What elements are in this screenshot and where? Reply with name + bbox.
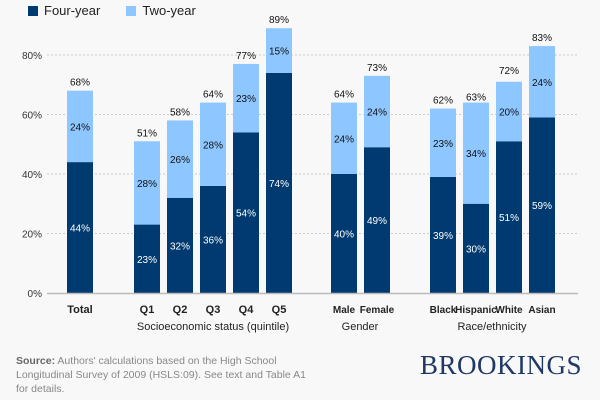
data-label-four-year: 51% xyxy=(499,213,519,224)
data-label-total: 62% xyxy=(433,96,453,107)
data-label-four-year: 74% xyxy=(269,179,289,190)
bar-four-year xyxy=(430,176,456,293)
data-label-total: 72% xyxy=(499,66,519,77)
bar-two-year xyxy=(463,102,489,204)
data-label-two-year: 34% xyxy=(466,149,486,160)
bar-two-year xyxy=(266,28,292,73)
legend-label: Two-year xyxy=(142,3,196,18)
bar-two-year xyxy=(200,102,226,186)
data-label-total: 64% xyxy=(334,90,354,101)
x-tick-label: Asian xyxy=(528,305,555,316)
bar-four-year xyxy=(266,72,292,293)
legend-item-two-year: Two-year xyxy=(126,3,196,18)
group-label: Socioeconomic status (quintile) xyxy=(137,321,289,333)
data-label-total: 63% xyxy=(466,93,486,104)
y-tick-label: 20% xyxy=(22,230,42,241)
x-tick-label: Q3 xyxy=(206,304,221,316)
data-label-total: 73% xyxy=(367,63,387,74)
data-label-total: 77% xyxy=(236,51,256,62)
data-label-two-year: 24% xyxy=(367,108,387,119)
data-label-two-year: 24% xyxy=(70,122,90,133)
data-label-four-year: 39% xyxy=(433,231,453,242)
data-label-total: 51% xyxy=(137,128,157,139)
brookings-logo: BROOKINGS xyxy=(419,350,582,380)
data-label-two-year: 24% xyxy=(532,78,552,89)
x-tick-label: Q4 xyxy=(239,304,255,316)
data-label-total: 58% xyxy=(170,107,190,118)
x-tick-label: Male xyxy=(333,305,356,316)
y-tick-label: 60% xyxy=(22,111,42,122)
bar-four-year xyxy=(67,162,93,293)
y-tick-label: 0% xyxy=(28,289,43,300)
legend-swatch-four-year xyxy=(28,5,38,16)
data-label-four-year: 40% xyxy=(334,230,354,241)
y-tick-label: 80% xyxy=(22,51,42,62)
bar-two-year xyxy=(233,63,259,133)
bar-two-year xyxy=(496,81,522,142)
bar-four-year xyxy=(167,197,193,293)
data-label-four-year: 59% xyxy=(532,201,552,212)
bar-four-year xyxy=(233,132,259,293)
bar-four-year xyxy=(200,185,226,293)
bar-four-year xyxy=(134,224,160,293)
group-label: Gender xyxy=(342,321,379,333)
bar-two-year xyxy=(167,120,193,198)
data-label-four-year: 44% xyxy=(70,224,90,235)
bar-two-year xyxy=(364,75,390,148)
group-label: Race/ethnicity xyxy=(457,321,527,333)
bar-two-year xyxy=(430,108,456,177)
x-tick-label: White xyxy=(495,305,523,316)
bar-four-year xyxy=(463,203,489,293)
bar-two-year xyxy=(529,46,555,118)
x-tick-label: Hispanic xyxy=(455,305,497,316)
chart-legend: Four-year Two-year xyxy=(28,3,196,18)
bar-four-year xyxy=(529,117,555,293)
x-tick-label: Q5 xyxy=(272,304,287,316)
bar-two-year xyxy=(134,141,160,225)
data-label-four-year: 32% xyxy=(170,241,190,252)
bar-four-year xyxy=(364,147,390,293)
data-label-total: 89% xyxy=(269,15,289,26)
data-label-four-year: 23% xyxy=(137,255,157,266)
data-label-two-year: 23% xyxy=(236,94,256,105)
y-tick-label: 40% xyxy=(22,170,42,181)
data-label-two-year: 23% xyxy=(433,139,453,150)
data-label-two-year: 28% xyxy=(203,140,223,151)
x-tick-label: Q1 xyxy=(140,304,155,316)
data-label-two-year: 24% xyxy=(334,134,354,145)
data-label-two-year: 15% xyxy=(269,47,289,58)
bar-four-year xyxy=(496,141,522,293)
data-label-total: 83% xyxy=(532,33,552,44)
data-label-two-year: 28% xyxy=(137,179,157,190)
data-label-four-year: 36% xyxy=(203,235,223,246)
x-tick-label: Female xyxy=(360,305,395,316)
bar-two-year xyxy=(67,90,93,163)
x-tick-label: Total xyxy=(67,304,92,316)
data-label-total: 68% xyxy=(70,78,90,89)
data-label-four-year: 49% xyxy=(367,216,387,227)
legend-swatch-two-year xyxy=(126,5,137,16)
legend-label: Four-year xyxy=(44,3,101,18)
data-label-two-year: 26% xyxy=(170,155,190,166)
x-tick-label: Black xyxy=(430,305,457,316)
data-label-four-year: 30% xyxy=(466,244,486,255)
data-label-two-year: 20% xyxy=(499,108,519,119)
legend-item-four-year: Four-year xyxy=(28,3,100,18)
data-label-four-year: 54% xyxy=(236,209,256,220)
data-label-total: 64% xyxy=(203,90,223,101)
source-text: Authors' calculations based on the High … xyxy=(16,355,306,395)
bar-four-year xyxy=(331,174,357,293)
bar-two-year xyxy=(331,102,357,174)
source-note: Source: Authors' calculations based on t… xyxy=(16,354,316,396)
x-tick-label: Q2 xyxy=(173,304,188,316)
source-label: Source: xyxy=(16,355,56,367)
stacked-bar-chart: 0% 20% 40% 60% 80% 44% 24% 68% Total 23% 28% 51% Q1 3… xyxy=(22,15,578,333)
